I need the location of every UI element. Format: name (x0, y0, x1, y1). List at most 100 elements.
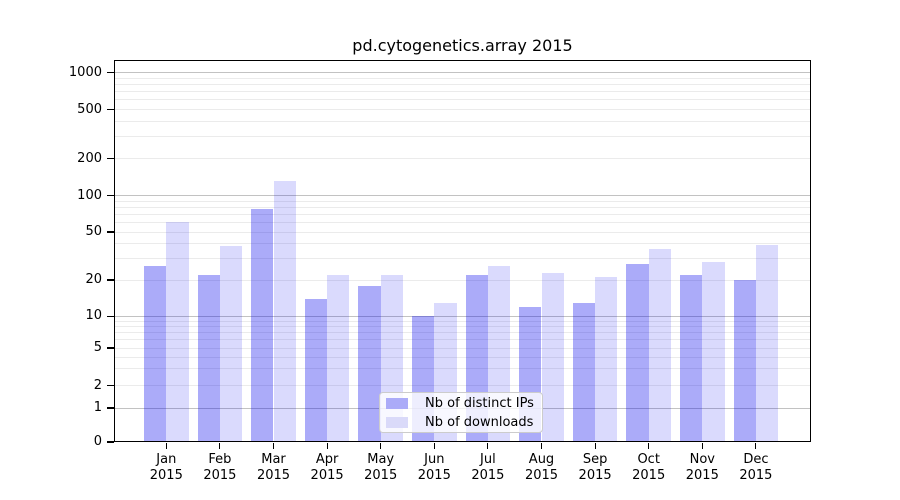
x-axis-tick (648, 443, 650, 449)
bar-downloads (327, 275, 350, 442)
x-axis-tick-label: Jul 2015 (471, 452, 505, 483)
minor-gridline (114, 332, 811, 334)
legend-swatch-icon (386, 397, 408, 409)
minor-gridline (114, 221, 811, 223)
y-axis-tick (107, 231, 114, 233)
minor-gridline (114, 347, 811, 349)
y-axis-tick (107, 407, 114, 409)
bar-distinct-ips (572, 302, 596, 442)
bar-downloads (755, 245, 779, 442)
minor-gridline (114, 339, 811, 341)
x-axis-tick (380, 443, 382, 449)
minor-gridline (114, 385, 811, 386)
minor-gridline (114, 99, 811, 101)
y-axis-tick-label: 1000 (68, 64, 102, 80)
legend-item: Nb of downloads (380, 414, 542, 430)
minor-gridline (114, 368, 811, 370)
minor-gridline (114, 356, 811, 358)
legend-label: Nb of distinct IPs (425, 395, 534, 411)
bar-downloads (219, 246, 243, 442)
legend-swatch-icon (386, 416, 408, 428)
y-axis-tick-label: 200 (77, 150, 102, 166)
major-gridline (114, 195, 811, 196)
x-axis-tick (701, 443, 703, 449)
minor-gridline (114, 109, 811, 110)
x-axis-tick-label: Apr 2015 (310, 452, 344, 483)
minor-gridline (114, 136, 811, 138)
minor-gridline (114, 120, 811, 122)
x-axis-tick-label: Jan 2015 (149, 452, 183, 483)
x-axis-tick-label: Jun 2015 (417, 452, 451, 483)
y-axis-tick (107, 347, 114, 349)
chart-title: pd.cytogenetics.array 2015 (352, 36, 573, 55)
x-axis-tick (219, 443, 221, 449)
y-axis-tick-label: 20 (85, 272, 102, 287)
x-axis-tick (755, 443, 757, 449)
x-axis-tick-label: Feb 2015 (203, 452, 237, 483)
major-gridline (114, 315, 811, 317)
bar-distinct-ips (251, 208, 274, 442)
bar-downloads (648, 249, 672, 442)
minor-gridline (114, 83, 811, 85)
minor-gridline (114, 77, 811, 79)
legend: Nb of distinct IPs Nb of downloads (379, 392, 543, 433)
x-axis-tick-label: Dec 2015 (739, 452, 773, 483)
x-axis-tick-label: Sep 2015 (578, 452, 612, 483)
bar-distinct-ips (197, 275, 220, 442)
minor-gridline (114, 326, 811, 327)
minor-gridline (114, 243, 811, 245)
y-axis-tick (107, 71, 114, 74)
minor-gridline (114, 158, 811, 159)
minor-gridline (114, 200, 811, 202)
y-axis-tick (107, 315, 114, 317)
bar-downloads (595, 277, 618, 442)
bar-downloads (541, 272, 564, 442)
x-axis-tick-label: Oct 2015 (632, 452, 666, 483)
y-axis-tick-label: 1 (93, 400, 102, 415)
bar-distinct-ips (143, 266, 167, 442)
x-axis-tick-label: May 2015 (364, 452, 398, 483)
y-axis-tick (107, 441, 114, 443)
bar-distinct-ips (626, 264, 649, 442)
x-axis-tick-label: Aug 2015 (524, 452, 559, 483)
x-axis-tick (433, 443, 435, 449)
minor-gridline (114, 213, 811, 215)
bar-downloads (702, 262, 725, 442)
y-axis-tick (107, 194, 114, 197)
x-axis-tick (487, 443, 489, 449)
x-axis-tick (540, 443, 543, 449)
y-axis-tick-label: 10 (85, 308, 102, 324)
bar-distinct-ips (304, 298, 328, 442)
y-axis-tick-label: 50 (85, 224, 102, 239)
bar-distinct-ips (733, 280, 756, 442)
minor-gridline (114, 320, 811, 322)
legend-label: Nb of downloads (425, 414, 534, 430)
y-axis-tick-label: 0 (93, 434, 102, 449)
x-axis-tick-label: Mar 2015 (256, 452, 291, 483)
minor-gridline (114, 279, 811, 281)
y-axis-tick (107, 157, 114, 160)
y-axis-tick (107, 384, 114, 387)
minor-gridline (114, 258, 811, 260)
x-axis-tick (326, 443, 328, 449)
x-axis-tick (594, 443, 596, 449)
y-axis-tick-label: 500 (77, 101, 102, 117)
major-gridline (114, 72, 811, 73)
bar-downloads (166, 222, 189, 442)
y-axis-tick (107, 108, 114, 111)
x-axis-tick (165, 443, 167, 449)
y-axis-tick-label: 5 (93, 340, 102, 355)
y-axis-tick-label: 2 (93, 377, 102, 393)
y-axis-tick (107, 279, 114, 281)
bar-distinct-ips (679, 275, 703, 442)
y-axis-tick-label: 100 (77, 187, 102, 203)
bar-distinct-ips (358, 285, 381, 442)
minor-gridline (114, 231, 811, 233)
minor-gridline (114, 206, 811, 208)
x-axis-tick-label: Nov 2015 (685, 452, 719, 483)
bar-downloads (273, 181, 296, 442)
x-axis-tick (272, 443, 275, 449)
legend-item: Nb of distinct IPs (380, 395, 542, 411)
minor-gridline (114, 91, 811, 93)
